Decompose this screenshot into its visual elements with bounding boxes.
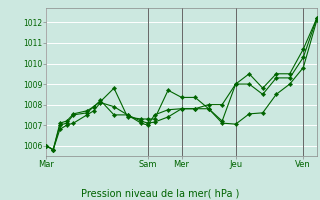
Text: Pression niveau de la mer( hPa ): Pression niveau de la mer( hPa ) bbox=[81, 188, 239, 198]
